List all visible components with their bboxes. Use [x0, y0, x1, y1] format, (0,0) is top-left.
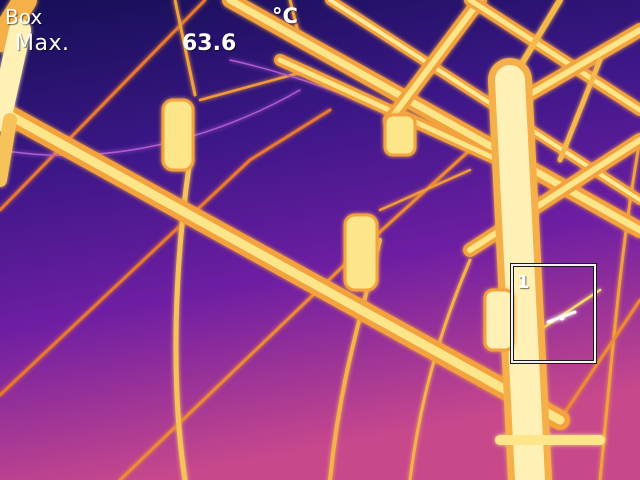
temperature-unit: °C	[272, 4, 298, 28]
measurement-box-index: 1	[517, 272, 530, 293]
hotspot	[546, 310, 577, 324]
measurement-box[interactable]: 1	[511, 264, 596, 363]
max-temperature-value: 63.6	[182, 31, 237, 56]
measure-stat-label: Max.	[15, 31, 70, 56]
measure-type-label: Box	[5, 5, 43, 29]
insulators	[161, 98, 515, 352]
